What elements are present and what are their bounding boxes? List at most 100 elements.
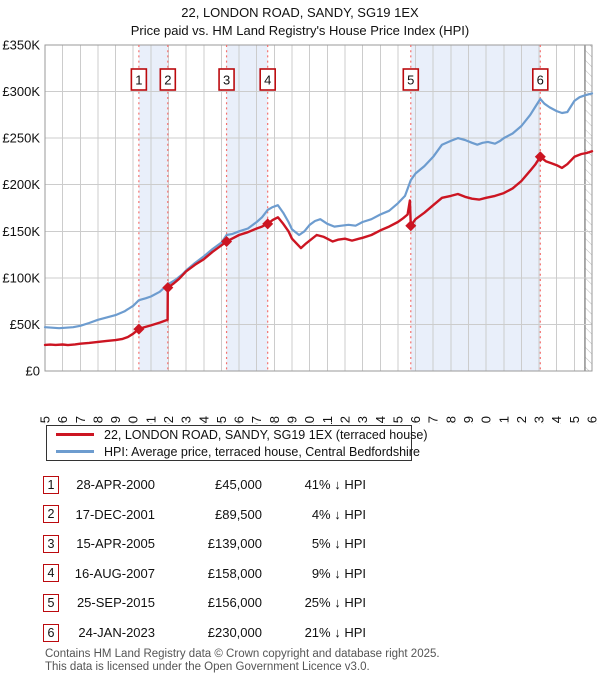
ownership-band <box>138 45 168 371</box>
x-axis-tick-label: 2004 <box>196 416 211 424</box>
x-axis-tick-label: 2016 <box>408 416 423 424</box>
sale-marker-number-box <box>259 68 276 91</box>
transaction-date: 17-DEC-2001 <box>75 506 156 522</box>
transaction-hpi-diff: 5% ↓ HPI <box>311 536 366 552</box>
transaction-hpi-diff: 4% ↓ HPI <box>311 506 366 522</box>
x-axis-tick-label: 2026 <box>585 416 600 424</box>
transaction-price: £158,000 <box>207 565 262 581</box>
transaction-hpi-diff: 21% ↓ HPI <box>304 625 366 640</box>
transaction-marker-number: 6 <box>43 623 59 642</box>
y-axis-tick-label: £350K <box>2 38 40 53</box>
x-axis-tick-label: 2000 <box>126 416 141 424</box>
sale-marker-diamond <box>162 282 174 294</box>
x-axis-tick-label: 2021 <box>496 416 511 424</box>
page-subtitle: Price paid vs. HM Land Registry's House … <box>130 23 470 38</box>
sale-marker-number: 5 <box>407 73 414 88</box>
sale-marker-number: 2 <box>164 73 171 88</box>
sale-marker-number-box <box>402 68 420 91</box>
future-hatch-region <box>584 45 592 371</box>
y-axis-tick-label: £300K <box>2 84 40 99</box>
transaction-price: £139,000 <box>207 536 262 552</box>
sale-marker-number-box <box>130 68 148 91</box>
x-axis-tick-label: 1996 <box>55 416 70 424</box>
sale-marker-diamond <box>262 218 274 230</box>
footer-line-2: This data is licensed under the Open Gov… <box>45 661 370 673</box>
sale-marker-diamond <box>133 323 145 335</box>
transaction-date: 24-JAN-2023 <box>78 625 155 640</box>
x-axis-tick-label: 2010 <box>302 416 317 424</box>
transaction-price: £230,000 <box>207 625 262 640</box>
x-axis-tick-label: 2001 <box>143 416 158 424</box>
sale-marker-number: 6 <box>537 73 544 88</box>
x-axis-tick-label: 2005 <box>214 416 229 424</box>
transaction-marker-number: 3 <box>43 534 59 553</box>
sale-marker-number-box <box>159 68 177 91</box>
x-axis-tick-label: 1999 <box>108 416 123 424</box>
hpi-line-swatch <box>56 450 94 453</box>
property-line-swatch <box>56 433 94 436</box>
x-axis-tick-label: 2023 <box>532 416 547 424</box>
transaction-row: 6 24-JAN-2023 £230,000 21% ↓ HPI <box>43 623 366 642</box>
sale-marker-diamond <box>221 236 233 248</box>
sale-marker-diamond <box>534 151 546 163</box>
transaction-row: 5 25-SEP-2015 £156,000 25% ↓ HPI <box>43 593 366 612</box>
transaction-price: £45,000 <box>215 477 262 492</box>
ownership-band <box>410 45 541 371</box>
series-line <box>43 92 594 330</box>
x-axis-tick-label: 2024 <box>549 416 564 424</box>
x-axis-tick-label: 2011 <box>320 416 335 424</box>
footer-line-1: Contains HM Land Registry data © Crown c… <box>45 648 440 660</box>
copyright-footer: Contains HM Land Registry data © Crown c… <box>45 648 440 674</box>
transaction-marker-number: 2 <box>43 505 59 524</box>
y-axis-tick-label: £150K <box>2 224 40 239</box>
transaction-price: £89,500 <box>215 506 262 522</box>
sale-marker-number-box <box>531 68 549 91</box>
y-axis-tick-label: £0 <box>26 364 40 379</box>
x-axis-tick-label: 2015 <box>390 416 405 424</box>
x-axis-tick-label: 1997 <box>73 416 88 424</box>
y-axis-tick-label: £50K <box>10 317 41 332</box>
x-axis-tick-label: 2018 <box>443 416 458 424</box>
transaction-hpi-diff: 25% ↓ HPI <box>304 595 366 611</box>
legend-label-hpi: HPI: Average price, terraced house, Cent… <box>104 444 420 459</box>
transaction-hpi-diff: 9% ↓ HPI <box>311 565 366 581</box>
x-axis-tick-label: 2017 <box>426 416 441 424</box>
transaction-marker-number: 1 <box>43 475 59 494</box>
x-axis-tick-label: 2002 <box>161 416 176 424</box>
plot-border <box>44 44 593 372</box>
transaction-row: 3 15-APR-2005 £139,000 5% ↓ HPI <box>43 534 366 553</box>
x-axis-tick-label: 2025 <box>567 416 582 424</box>
legend-row-hpi: HPI: Average price, terraced house, Cent… <box>47 443 420 460</box>
x-axis-tick-label: 2020 <box>479 416 494 424</box>
y-axis-tick-label: £250K <box>2 131 40 146</box>
legend-row-property: 22, LONDON ROAD, SANDY, SG19 1EX (terrac… <box>47 426 428 443</box>
ownership-band <box>226 45 268 371</box>
x-axis-tick-label: 2008 <box>267 416 282 424</box>
transaction-marker-number: 5 <box>43 593 59 612</box>
transaction-row: 4 16-AUG-2007 £158,000 9% ↓ HPI <box>43 564 366 583</box>
x-axis-tick-label: 2012 <box>337 416 352 424</box>
x-axis-tick-label: 2009 <box>285 416 300 424</box>
x-axis-tick-label: 2019 <box>461 416 476 424</box>
y-axis-tick-label: £100K <box>2 270 40 285</box>
sale-marker-number: 1 <box>135 73 142 88</box>
transaction-row: 2 17-DEC-2001 £89,500 4% ↓ HPI <box>43 505 366 524</box>
x-axis-tick-label: 2013 <box>355 416 370 424</box>
transaction-date: 25-SEP-2015 <box>76 595 155 611</box>
page-title: 22, LONDON ROAD, SANDY, SG19 1EX <box>181 5 419 20</box>
y-axis-tick-label: £200K <box>2 177 40 192</box>
x-axis-tick-label: 1995 <box>38 416 53 424</box>
x-axis-tick-label: 2022 <box>514 416 529 424</box>
transaction-row: 1 28-APR-2000 £45,000 41% ↓ HPI <box>43 475 366 494</box>
x-axis-tick-label: 2003 <box>179 416 194 424</box>
transaction-date: 15-APR-2005 <box>76 536 155 552</box>
transaction-date: 16-AUG-2007 <box>74 565 155 581</box>
chart-legend: 22, LONDON ROAD, SANDY, SG19 1EX (terrac… <box>46 425 428 461</box>
transaction-marker-number: 4 <box>43 564 59 583</box>
x-axis-tick-label: 2007 <box>249 416 264 424</box>
sale-marker-number: 3 <box>223 73 230 88</box>
transaction-date: 28-APR-2000 <box>76 477 155 492</box>
x-axis-tick-label: 2006 <box>232 416 247 424</box>
legend-label-property: 22, LONDON ROAD, SANDY, SG19 1EX (terrac… <box>104 427 428 442</box>
sale-marker-number-box <box>218 68 235 91</box>
